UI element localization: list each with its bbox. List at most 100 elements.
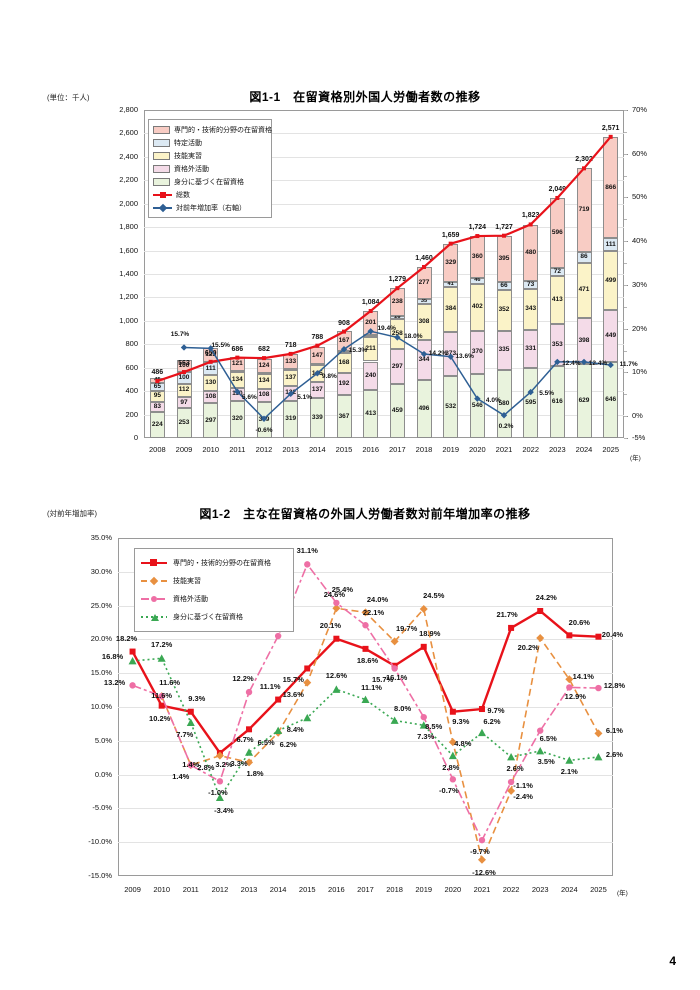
fig2-point-label: 9.3% — [452, 716, 470, 726]
fig1-bar-value: 370 — [471, 348, 483, 356]
fig1-gridline — [144, 320, 624, 322]
fig2-legend-item: 専門的・技術的分野の在留資格 — [141, 554, 287, 572]
fig1-bar-segment — [389, 384, 405, 438]
fig1-bar-value: 253 — [178, 419, 190, 427]
fig1-bar-value: 449 — [605, 332, 617, 340]
fig2-point-label: 17.2% — [151, 640, 173, 650]
fig1-y-tick: 1,000 — [119, 315, 138, 325]
fig2-point-label: 3.3% — [230, 759, 248, 769]
fig1-bar-value: 471 — [578, 286, 590, 294]
fig1-total-value: 563 — [178, 360, 190, 368]
fig1-y-tick: 1,600 — [119, 245, 138, 255]
fig1-bar-value: 499 — [605, 276, 617, 284]
fig1-bar-segment — [176, 408, 192, 438]
fig1-bar-segment — [496, 330, 512, 371]
fig1-x-tick: 2008 — [148, 445, 166, 454]
fig1-bar-segment — [416, 339, 432, 380]
fig1-legend-item: 総数 — [153, 188, 266, 201]
fig2-x-tick: 2015 — [298, 885, 316, 894]
fig2-point-label: 11.1% — [259, 681, 281, 691]
fig2-y-tick: 20.0% — [90, 634, 112, 644]
fig1-bar-value: 352 — [498, 306, 510, 314]
fig2-chart: 35.0% 30.0% 25.0% 20.0% 15.0% 10.0% 5.0% 0.0% -5… — [0, 500, 700, 920]
fig2-y-tick: 35.0% — [90, 533, 112, 542]
fig1-y2-tick: 60% — [632, 148, 648, 158]
fig1-y2-tick: 10% — [632, 367, 648, 377]
fig2-point-label: -2.4% — [513, 791, 533, 801]
fig1-bar-segment — [229, 371, 245, 374]
fig1-total-value: 1,659 — [441, 231, 460, 239]
fig1-bar-value: 86 — [580, 253, 588, 261]
fig1-bar-value: 297 — [391, 362, 403, 370]
fig1-bar-segment — [203, 403, 219, 438]
fig1-bar-value: 339 — [311, 414, 323, 422]
fig2-point-label: 18.2% — [115, 633, 138, 643]
fig2-legend-item: 技能実習 — [141, 572, 287, 590]
fig1-legend-label: 身分に基づく在留資格 — [174, 178, 244, 186]
fig1-y2-tick: 20% — [632, 323, 648, 333]
fig1-legend-item: 資格外活動 — [153, 162, 266, 175]
fig1-bar-value: 646 — [605, 396, 617, 404]
legend-marker-square — [150, 559, 157, 566]
fig1-x-tick: 2011 — [229, 445, 246, 454]
fig1-bar-value: 134 — [258, 377, 270, 385]
fig2-point-label: 6.5% — [257, 737, 275, 747]
fig1-bar-value: 373 — [445, 349, 457, 357]
fig1-bar-value: 66 — [500, 281, 508, 289]
fig1-y2-minor-tick — [624, 131, 627, 133]
fig1-x-tick: 2020 — [468, 445, 486, 454]
fig2-point-label: 24.2% — [535, 593, 557, 602]
fig1-y-tick: 2,400 — [119, 151, 138, 161]
fig1-gridline — [144, 180, 624, 182]
fig1-bar-value: 496 — [418, 404, 430, 412]
fig1-bar-value: 168 — [338, 358, 350, 366]
fig2-point-label: -1.1% — [513, 781, 533, 791]
fig1-bar-value: 134 — [231, 375, 243, 383]
fig1-bar-value: 137 — [311, 386, 323, 394]
fig1-bar-value: 72 — [553, 267, 561, 275]
fig1-x-tick: 2019 — [442, 445, 459, 454]
fig1-bar-segment — [496, 370, 512, 438]
fig2-legend-label: 専門的・技術的分野の在留資格 — [173, 560, 271, 567]
fig1-rate-label: 15.7% — [170, 331, 190, 339]
fig2-point-label: -12.6% — [472, 867, 496, 877]
fig2-point-label: 1.8% — [246, 769, 264, 779]
fig1-total-value: 650 — [204, 349, 217, 357]
fig1-bar-value: 367 — [338, 412, 350, 420]
fig1-rate-label: -0.6% — [255, 426, 273, 434]
fig2-point-label: 20.6% — [568, 618, 590, 628]
fig1-y-tick: 1,400 — [119, 269, 138, 278]
fig1-x-tick: 2015 — [335, 445, 353, 454]
fig1-total-value: 1,727 — [495, 223, 513, 231]
fig2-gridline — [118, 842, 613, 844]
fig2-point-label: 9.3% — [188, 693, 206, 703]
fig1-bar-value: 111 — [605, 240, 616, 248]
fig1-bar-segment — [416, 299, 432, 304]
fig2-y-tick: 30.0% — [90, 566, 112, 576]
fig1-bar-value: 100 — [178, 374, 190, 382]
fig1-bar-value: 277 — [418, 279, 430, 287]
fig1-y2-minor-tick — [624, 175, 627, 177]
fig1-bar-value: 26 — [394, 314, 401, 321]
fig1-bar-value: 343 — [525, 305, 537, 313]
fig1-legend-item: 特定活動 — [153, 136, 266, 149]
fig1-total-value: 686 — [231, 345, 244, 353]
fig2-y-tick: 15.0% — [90, 668, 112, 678]
legend-swatch-icon — [153, 177, 170, 186]
fig2-point-label: 1.4% — [182, 760, 200, 770]
fig2-x-tick: 2012 — [211, 885, 229, 894]
fig2-legend-label: 技能実習 — [173, 578, 201, 585]
fig1-rate-label: 5.5% — [539, 390, 555, 398]
fig2-point-label: -9.7% — [470, 847, 490, 857]
fig1-chart: 2,800 2,600 2,400 2,200 2,000 1,800 1,600 1,400… — [0, 0, 700, 485]
fig1-bar-segment — [256, 373, 272, 376]
fig2-point-label: 8.5% — [425, 722, 443, 732]
fig1-bar-value: 65 — [153, 383, 161, 391]
fig1-bar-value: 147 — [311, 351, 323, 359]
fig1-legend-label: 技能実習 — [174, 152, 202, 160]
fig1-y2-tick: 40% — [632, 236, 648, 246]
fig1-bar-value: 532 — [445, 402, 457, 410]
fig2-x-tick: 2023 — [531, 885, 549, 894]
fig1-y2-minor-tick — [624, 284, 627, 286]
fig1-bar-value: 413 — [365, 409, 377, 417]
